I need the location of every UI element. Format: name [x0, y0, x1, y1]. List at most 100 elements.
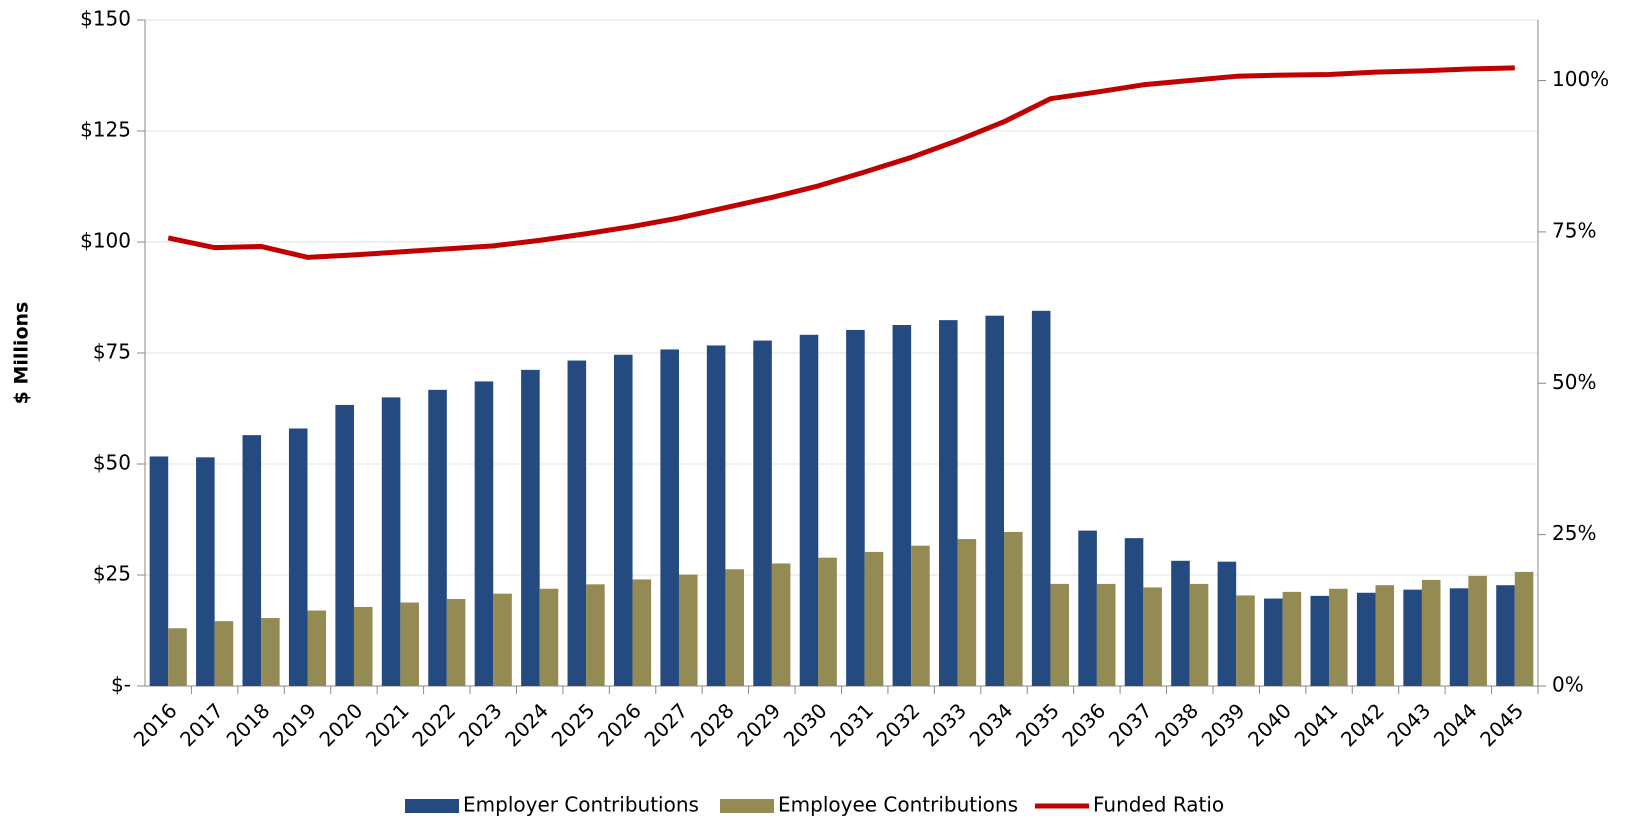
bar [632, 579, 652, 686]
bar [1449, 588, 1469, 686]
legend-label: Employee Contributions [778, 793, 1018, 817]
x-tick-label: 2038 [1150, 698, 1203, 751]
x-tick-label: 2040 [1243, 698, 1296, 751]
bar [261, 618, 280, 686]
y2-tick-label: 25% [1552, 521, 1596, 545]
x-tick-label: 2037 [1104, 698, 1157, 751]
x-tick-label: 2029 [732, 698, 785, 751]
bar [1078, 530, 1097, 686]
y2-tick-label: 75% [1552, 218, 1596, 242]
bar [474, 381, 494, 686]
bar [196, 457, 215, 686]
bar [1421, 579, 1441, 686]
bar [1189, 583, 1209, 686]
bar [957, 539, 977, 686]
x-tick-label: 2027 [639, 698, 692, 751]
y2-tick-label: 50% [1552, 370, 1596, 394]
y-tick-label: $- [111, 673, 131, 697]
bar [1375, 585, 1395, 686]
bar [818, 557, 837, 686]
bar [911, 545, 930, 686]
bar [892, 325, 912, 686]
x-tick-label: 2019 [268, 698, 321, 751]
bar [521, 369, 540, 686]
bar [985, 315, 1005, 686]
bar [613, 354, 633, 686]
bar [864, 551, 884, 686]
x-tick-label: 2043 [1382, 698, 1435, 751]
x-tick-label: 2039 [1197, 698, 1250, 751]
bar [1171, 560, 1190, 686]
bar [586, 584, 605, 686]
x-tick-label: 2045 [1475, 698, 1528, 751]
bar [400, 602, 419, 686]
x-tick-label: 2034 [964, 698, 1017, 751]
bar [149, 456, 169, 686]
y2-tick-label: 0% [1552, 673, 1584, 697]
bar [1403, 589, 1422, 686]
bar [706, 345, 726, 686]
y-tick-label: $75 [93, 340, 131, 364]
x-tick-label: 2017 [175, 698, 228, 751]
bar [1514, 571, 1534, 686]
bar [1031, 310, 1051, 686]
x-tick-label: 2032 [872, 698, 925, 751]
bar [353, 606, 373, 686]
bar [493, 593, 512, 686]
bar [1496, 585, 1515, 686]
bar [1236, 595, 1255, 686]
x-tick-label: 2022 [407, 698, 460, 751]
bar [381, 397, 401, 686]
x-tick-label: 2026 [593, 698, 646, 751]
x-tick-label: 2021 [361, 698, 414, 751]
bar [753, 340, 772, 686]
y-tick-label: $150 [80, 7, 131, 31]
bar [214, 621, 234, 686]
bar [660, 349, 679, 686]
x-tick-label: 2031 [825, 698, 878, 751]
x-tick-label: 2041 [1290, 698, 1343, 751]
legend-swatch [405, 799, 459, 813]
bar [799, 334, 819, 686]
x-tick-label: 2033 [918, 698, 971, 751]
bar [1004, 531, 1023, 686]
bar [939, 320, 958, 686]
bar [1310, 595, 1330, 686]
bar [1264, 598, 1283, 686]
legend-label: Employer Contributions [463, 793, 699, 817]
x-tick-label: 2018 [222, 698, 275, 751]
bar [1282, 591, 1302, 686]
bar [335, 404, 354, 686]
bar [242, 435, 262, 686]
x-tick-label: 2035 [1011, 698, 1064, 751]
x-tick-label: 2023 [454, 698, 507, 751]
bar [678, 574, 698, 686]
bar [1217, 561, 1237, 686]
bar [725, 569, 744, 686]
bar [1124, 538, 1144, 686]
bar [1356, 592, 1376, 686]
bar [307, 610, 327, 686]
bar [1096, 583, 1116, 686]
bar [539, 588, 559, 686]
bar [1468, 575, 1487, 686]
bar [1329, 588, 1348, 686]
bar [168, 628, 187, 686]
y-tick-label: $50 [93, 451, 131, 475]
bar [846, 329, 865, 686]
bar [446, 598, 466, 686]
x-tick-label: 2044 [1429, 698, 1482, 751]
x-tick-label: 2020 [314, 698, 367, 751]
y2-tick-label: 100% [1552, 67, 1609, 91]
bar [771, 563, 791, 686]
x-tick-label: 2025 [547, 698, 600, 751]
y-tick-label: $25 [93, 562, 131, 586]
x-tick-label: 2042 [1336, 698, 1389, 751]
bar [1143, 587, 1162, 686]
x-tick-label: 2028 [686, 698, 739, 751]
legend-swatch [720, 799, 774, 813]
x-tick-label: 2036 [1057, 698, 1110, 751]
x-tick-label: 2030 [779, 698, 832, 751]
legend-label: Funded Ratio [1093, 793, 1224, 817]
